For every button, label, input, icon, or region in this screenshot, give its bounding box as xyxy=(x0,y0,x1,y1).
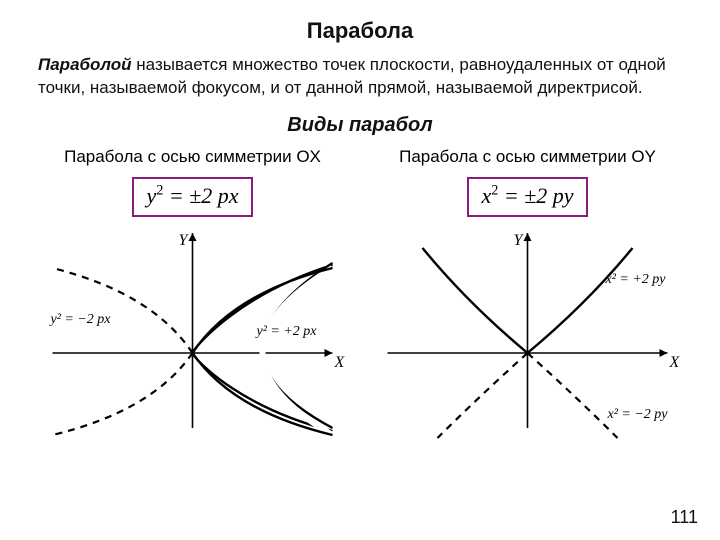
formula-left-text: y2 = ±2 px xyxy=(146,183,238,208)
column-left: Парабола с осью симметрии OX y2 = ±2 px … xyxy=(30,147,355,443)
column-right: Парабола с осью симметрии OY x2 = ±2 py … xyxy=(365,147,690,443)
formula-right-text: x2 = ±2 py xyxy=(481,183,573,208)
section-subtitle: Виды парабол xyxy=(30,114,690,137)
col-right-label: Парабола с осью симметрии OY xyxy=(365,147,690,167)
col-left-label: Парабола с осью симметрии OX xyxy=(30,147,355,167)
curve-label-up: x² = +2 py xyxy=(605,272,667,287)
axis-x-label-r: X xyxy=(669,354,681,371)
definition-text: Параболой называется множество точек пло… xyxy=(30,54,690,100)
axis-y-label: Y xyxy=(179,232,190,249)
definition-term: Параболой xyxy=(38,55,132,74)
columns: Парабола с осью симметрии OX y2 = ±2 px … xyxy=(30,147,690,443)
formula-right: x2 = ±2 py xyxy=(467,177,587,217)
axis-y-label-r: Y xyxy=(514,232,525,249)
curve-label-left: y² = −2 px xyxy=(49,312,112,327)
definition-body: называется множество точек плоскости, ра… xyxy=(38,55,666,97)
plot-right: X Y x² = +2 py x² = −2 py xyxy=(365,223,690,443)
formula-left: y2 = ±2 px xyxy=(132,177,252,217)
page-number: 111 xyxy=(671,507,698,528)
plot-left: X Y y² = +2 px y² = −2 px xyxy=(30,223,355,443)
page-title: Парабола xyxy=(30,18,690,44)
curve-label-down: x² = −2 py xyxy=(607,407,669,422)
curve-label-right: y² = +2 px xyxy=(255,324,318,339)
